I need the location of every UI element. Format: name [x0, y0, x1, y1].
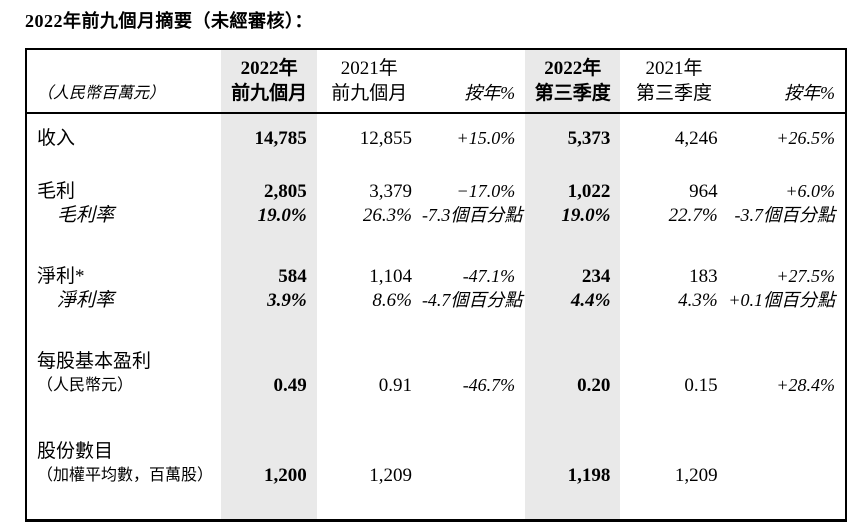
value-cell: -3.7個百分點: [734, 205, 836, 225]
row-net-margin: 淨利率 3.9% 8.6% -4.7個百分點 4.4% 4.3% +0.1個百分…: [26, 288, 846, 312]
value-cell: [422, 463, 525, 487]
value-cell: 4,246: [674, 128, 718, 149]
value-cell: −17.0%: [456, 181, 516, 201]
value-cell: 14,785: [254, 128, 307, 149]
row-label: 股份數目: [37, 441, 114, 462]
spacer-row: [26, 487, 846, 520]
value-cell: +6.0%: [785, 181, 835, 201]
unit-label: （人民幣百萬元）: [37, 85, 166, 102]
value-cell: 8.6%: [372, 290, 412, 311]
row-label: 每股基本盈利: [37, 351, 152, 372]
financial-summary-table: （人民幣百萬元） 2022年 前九個月 2021年 前九個月 按年% 2022年…: [25, 48, 847, 522]
value-cell: 0.91: [378, 375, 412, 396]
value-cell: 964: [689, 181, 718, 202]
value-cell: +28.4%: [776, 375, 835, 395]
col-header-2022-9m: 2022年 前九個月: [221, 49, 317, 114]
row-label: 毛利: [37, 181, 76, 202]
page-title: 2022年前九個月摘要（未經審核）：: [25, 11, 313, 31]
value-cell: 0.20: [577, 375, 611, 396]
value-cell: +15.0%: [456, 128, 516, 148]
row-eps-values: （人民幣元） 0.49 0.91 -46.7% 0.20 0.15 +28.4%: [26, 373, 846, 397]
row-label-note: （人民幣元）: [37, 377, 134, 394]
value-cell: 3.9%: [267, 290, 307, 311]
col-header-2021-9m: 2021年 前九個月: [316, 49, 422, 114]
row-label: 毛利率: [57, 205, 115, 226]
spacer-row: [26, 312, 846, 349]
value-cell: +0.1個百分點: [728, 290, 835, 310]
value-cell: 3,379: [369, 181, 412, 202]
value-cell: -46.7%: [462, 375, 516, 395]
spacer-row: [26, 150, 846, 179]
value-cell: 19.0%: [257, 205, 307, 226]
row-label-note: （加權平均數，百萬股）: [37, 467, 214, 484]
spacer-row: [26, 113, 846, 126]
value-cell: 2,805: [263, 181, 307, 202]
value-cell: 234: [581, 266, 611, 287]
value-cell: -47.1%: [462, 266, 516, 286]
value-cell: 1,209: [369, 465, 412, 486]
value-cell: 584: [278, 266, 307, 287]
value-cell: 1,022: [567, 181, 611, 202]
value-cell: 1,104: [369, 266, 412, 287]
value-cell: 26.3%: [362, 205, 412, 226]
row-label: 淨利率: [57, 290, 115, 311]
value-cell: 183: [689, 266, 718, 287]
value-cell: 19.0%: [561, 205, 611, 226]
col-header-2022-q3: 2022年 第三季度: [525, 49, 621, 114]
value-cell: +27.5%: [776, 266, 835, 286]
value-cell: 0.15: [684, 375, 718, 396]
value-cell: 1,200: [263, 465, 307, 486]
col-header-2021-q3: 2021年 第三季度: [620, 49, 728, 114]
value-cell: 22.7%: [668, 205, 718, 226]
col-header-yoy-9m: 按年%: [421, 49, 526, 114]
row-shares-label: 股份數目: [26, 439, 846, 463]
row-label: 淨利*: [37, 266, 85, 287]
value-cell: 4.4%: [570, 290, 611, 311]
spacer-row: [26, 227, 846, 264]
row-revenue: 收入 14,785 12,855 +15.0% 5,373 4,246 +26.…: [26, 126, 846, 150]
row-label: 收入: [37, 128, 76, 149]
value-cell: 5,373: [567, 128, 611, 149]
value-cell: 1,209: [674, 465, 718, 486]
row-shares-values: （加權平均數，百萬股） 1,200 1,209 1,198 1,209: [26, 463, 846, 487]
value-cell: 12,855: [359, 128, 412, 149]
row-net-profit: 淨利* 584 1,104 -47.1% 234 183 +27.5%: [26, 264, 846, 288]
row-gross-profit: 毛利 2,805 3,379 −17.0% 1,022 964 +6.0%: [26, 179, 846, 203]
spacer-row: [26, 397, 846, 439]
table-header-row: （人民幣百萬元） 2022年 前九個月 2021年 前九個月 按年% 2022年…: [26, 49, 846, 114]
value-cell: [728, 463, 846, 487]
unit-label-cell: （人民幣百萬元）: [26, 49, 222, 114]
row-gross-margin: 毛利率 19.0% 26.3% -7.3個百分點 19.0% 22.7% -3.…: [26, 203, 846, 227]
value-cell: 4.3%: [678, 290, 718, 311]
value-cell: 0.49: [273, 375, 307, 396]
value-cell: -7.3個百分點: [421, 205, 523, 225]
value-cell: -4.7個百分點: [421, 290, 523, 310]
value-cell: +26.5%: [776, 128, 835, 148]
value-cell: 1,198: [567, 465, 611, 486]
row-eps-label: 每股基本盈利: [26, 349, 846, 373]
col-header-yoy-q3: 按年%: [727, 49, 846, 114]
